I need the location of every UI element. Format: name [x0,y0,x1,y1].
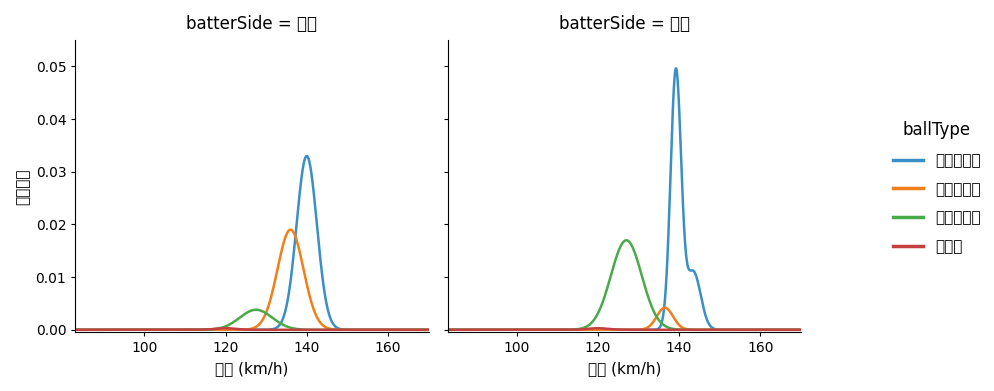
Title: batterSide = 左打: batterSide = 左打 [559,15,689,33]
X-axis label: 球速 (km/h): 球速 (km/h) [587,361,660,376]
X-axis label: 球速 (km/h): 球速 (km/h) [215,361,288,376]
Legend: ストレート, ツーシーム, スライダー, カーブ: ストレート, ツーシーム, スライダー, カーブ [886,115,986,260]
Y-axis label: 確率密度: 確率密度 [15,168,30,204]
Title: batterSide = 右打: batterSide = 右打 [186,15,317,33]
